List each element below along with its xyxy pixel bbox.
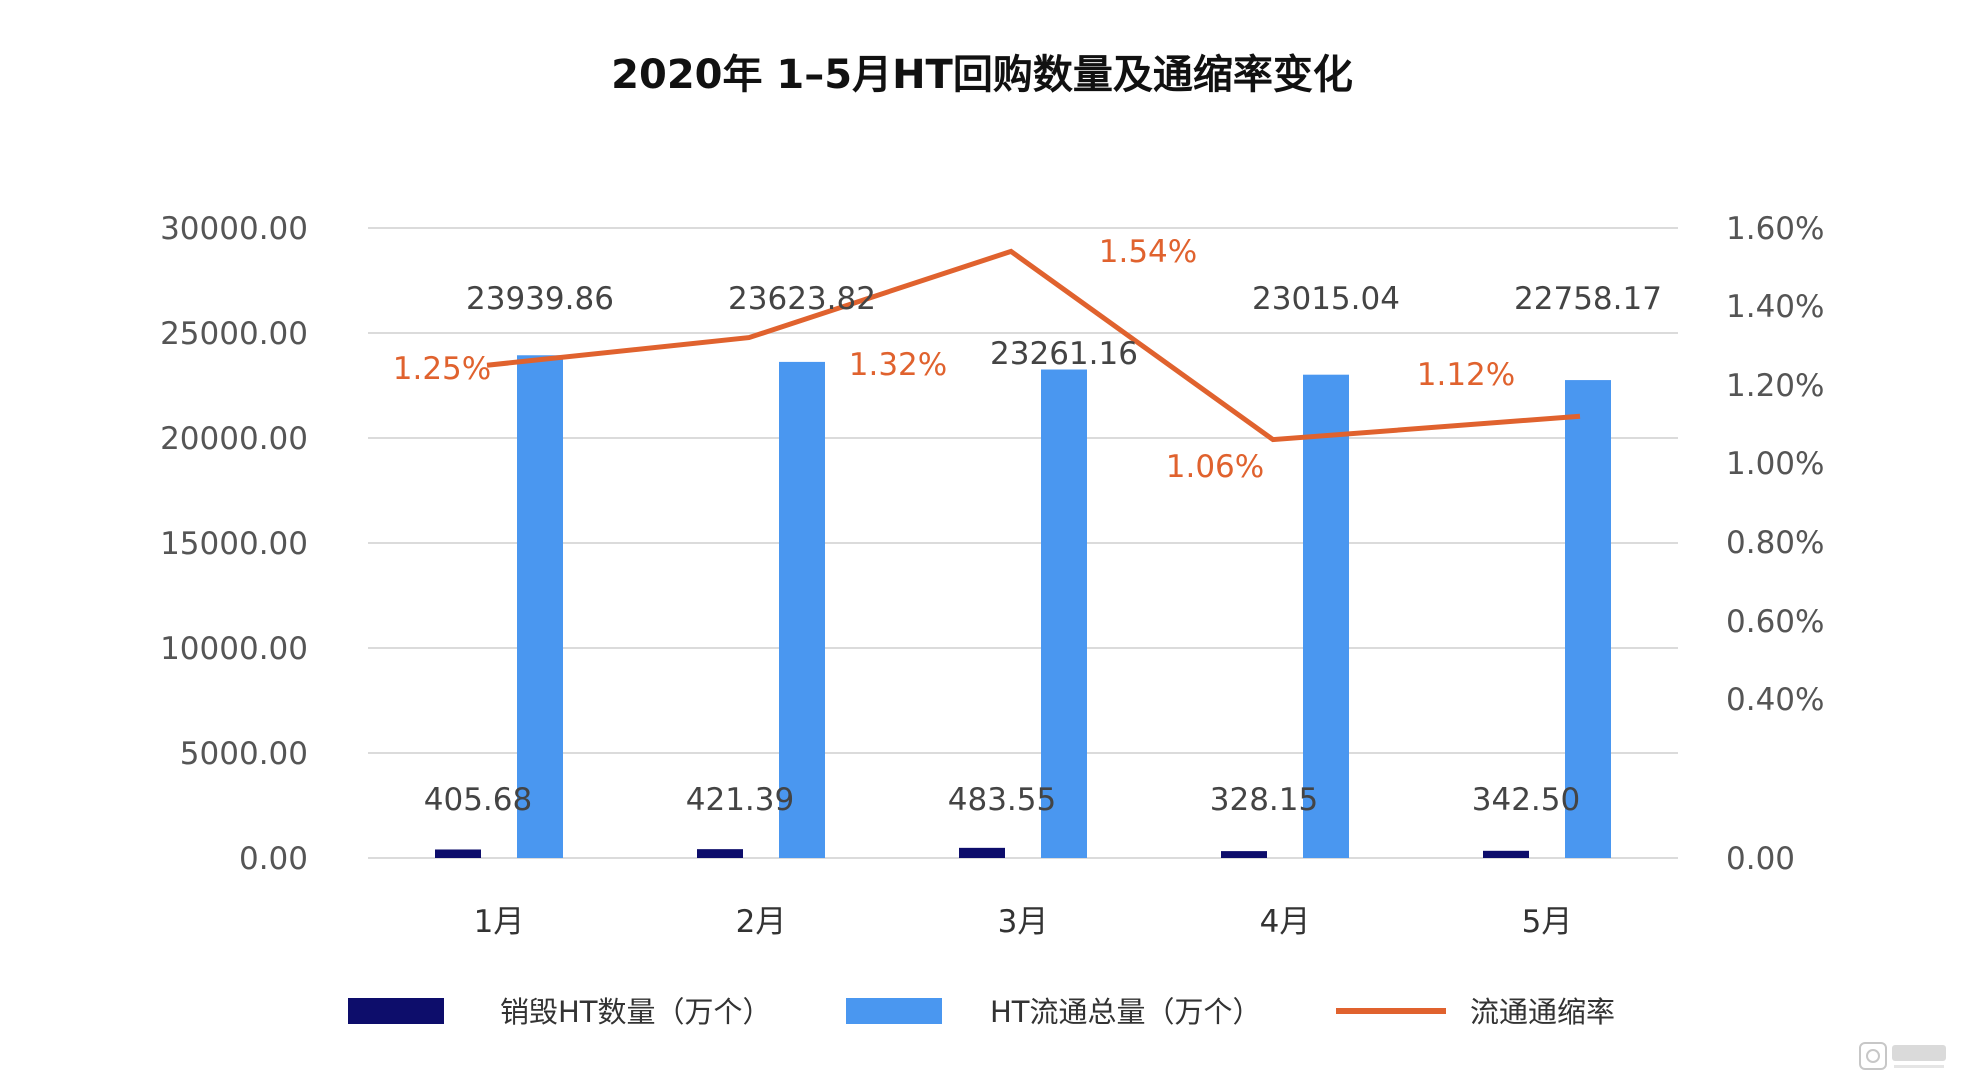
ht-circulation-value-label: 23015.04 bbox=[1252, 281, 1400, 317]
left-axis-tick-label: 10000.00 bbox=[160, 631, 308, 667]
legend-swatch bbox=[846, 998, 942, 1024]
watermark-logo-icon bbox=[1859, 1042, 1946, 1070]
burned-ht-bar bbox=[1483, 850, 1529, 858]
left-axis-tick-label: 15000.00 bbox=[160, 526, 308, 562]
deflation-rate-line bbox=[486, 248, 1581, 443]
ht-circulation-value-label: 22758.17 bbox=[1514, 281, 1662, 317]
ht-circulation-bar bbox=[1303, 374, 1349, 858]
deflation-rate-value-label: 1.12% bbox=[1417, 357, 1515, 393]
chart-title: 2020年 1–5月HT回购数量及通缩率变化 bbox=[611, 52, 1353, 98]
right-axis-tick-label: 1.40% bbox=[1726, 289, 1824, 325]
burned-ht-bar bbox=[435, 849, 481, 858]
ht-circulation-value-label: 23939.86 bbox=[466, 281, 614, 317]
right-axis-tick-label: 1.00% bbox=[1726, 446, 1824, 482]
x-axis-tick-label: 5月 bbox=[1522, 904, 1573, 940]
left-axis-tick-label: 5000.00 bbox=[180, 736, 308, 772]
x-axis-tick-label: 3月 bbox=[998, 904, 1049, 940]
legend: 销毁HT数量（万个） HT流通总量（万个） 流通通缩率 bbox=[348, 995, 1615, 1029]
burned-ht-bar bbox=[1221, 851, 1267, 858]
right-y-axis: 0.00 0.40% 0.60% 0.80% 1.00% 1.20% 1.40% 1.60% bbox=[1726, 211, 1824, 877]
burned-ht-value-label: 421.39 bbox=[686, 782, 794, 818]
ht-circulation-bar bbox=[1041, 369, 1087, 858]
left-axis-tick-label: 20000.00 bbox=[160, 421, 308, 457]
x-axis-tick-label: 4月 bbox=[1260, 904, 1311, 940]
left-axis-tick-label: 30000.00 bbox=[160, 211, 308, 247]
ht-circulation-bar bbox=[779, 361, 825, 858]
deflation-rate-value-label: 1.54% bbox=[1099, 234, 1197, 270]
legend-swatch bbox=[348, 998, 444, 1024]
ht-circulation-value-label: 23261.16 bbox=[990, 336, 1138, 372]
deflation-rate-value-label: 1.25% bbox=[393, 351, 491, 387]
right-axis-tick-label: 0.00 bbox=[1726, 841, 1795, 877]
right-axis-tick-label: 1.20% bbox=[1726, 368, 1824, 404]
burned-ht-bar bbox=[959, 847, 1005, 858]
bars bbox=[435, 355, 1611, 858]
burned-ht-value-label: 405.68 bbox=[424, 782, 532, 818]
ht-circulation-value-label: 23623.82 bbox=[728, 281, 876, 317]
x-axis-tick-label: 2月 bbox=[736, 904, 787, 940]
ht-circulation-bar bbox=[1565, 380, 1611, 858]
deflation-rate-value-label: 1.06% bbox=[1166, 449, 1264, 485]
left-axis-tick-label: 25000.00 bbox=[160, 316, 308, 352]
left-axis-tick-label: 0.00 bbox=[239, 841, 308, 877]
x-axis-tick-label: 1月 bbox=[474, 904, 525, 940]
gridlines bbox=[368, 227, 1678, 859]
deflation-rate-value-label: 1.32% bbox=[849, 347, 947, 383]
left-y-axis: 0.00 5000.00 10000.00 15000.00 20000.00 25000… bbox=[160, 211, 308, 877]
right-axis-tick-label: 0.60% bbox=[1726, 604, 1824, 640]
right-axis-tick-label: 0.80% bbox=[1726, 525, 1824, 561]
legend-label: 流通通缩率 bbox=[1470, 995, 1615, 1029]
right-axis-tick-label: 0.40% bbox=[1726, 682, 1824, 718]
rate-line bbox=[486, 248, 1581, 443]
legend-label: 销毁HT数量（万个） bbox=[500, 995, 772, 1029]
burned-ht-value-label: 342.50 bbox=[1472, 782, 1580, 818]
ht-circulation-bar bbox=[517, 355, 563, 858]
data-labels: 405.68 421.39 483.55 328.15 342.50 23939.86 23… bbox=[393, 234, 1662, 818]
x-axis: 1月 2月 3月 4月 5月 bbox=[474, 904, 1573, 940]
burned-ht-value-label: 328.15 bbox=[1210, 782, 1318, 818]
burned-ht-value-label: 483.55 bbox=[948, 782, 1056, 818]
burned-ht-bar bbox=[697, 849, 743, 858]
right-axis-tick-label: 1.60% bbox=[1726, 211, 1824, 247]
legend-label: HT流通总量（万个） bbox=[990, 995, 1262, 1029]
